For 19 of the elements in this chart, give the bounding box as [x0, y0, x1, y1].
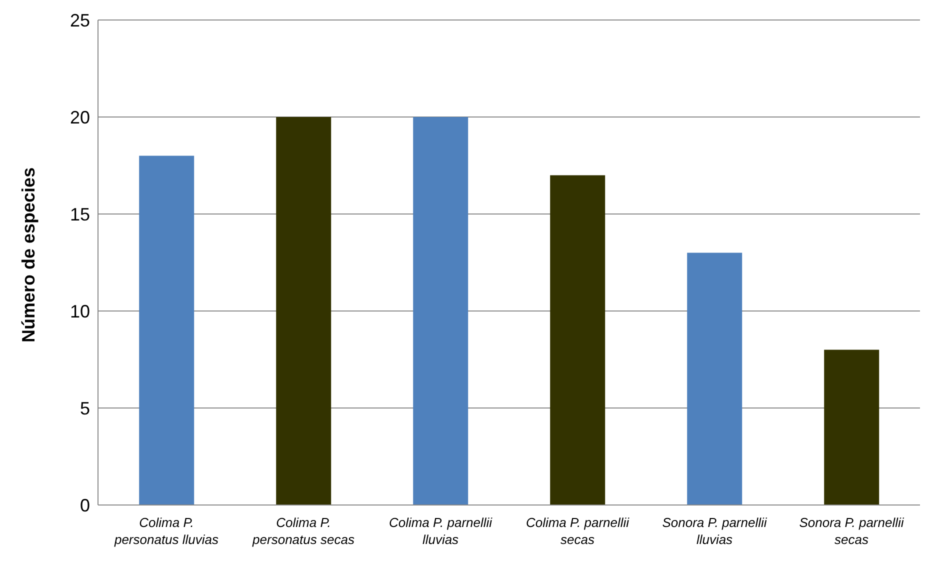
y-tick-label: 0	[80, 495, 90, 516]
y-tick-label: 20	[70, 107, 90, 128]
bar	[824, 350, 880, 505]
bar	[139, 156, 194, 505]
bar	[687, 252, 742, 505]
bar	[550, 175, 606, 505]
y-axis-title: Número de especies	[18, 167, 38, 342]
x-tick-label: Sonora P. parnellii secas	[799, 515, 905, 547]
x-tick-label: Sonora P. parnellii lluvias	[662, 515, 768, 547]
y-tick-label: 5	[80, 398, 90, 418]
y-tick-label: 25	[70, 10, 90, 30]
bar	[276, 117, 332, 505]
bar	[413, 117, 468, 505]
x-tick-label: Colima P. parnellii secas	[526, 515, 630, 547]
y-tick-label: 15	[70, 204, 90, 224]
x-tick-label: Colima P. personatus secas	[252, 515, 355, 547]
x-tick-label: Colima P. parnellii lluvias	[388, 515, 494, 547]
y-tick-label: 10	[70, 301, 90, 322]
x-tick-label: Colima P. personatus lluvias	[113, 515, 220, 547]
